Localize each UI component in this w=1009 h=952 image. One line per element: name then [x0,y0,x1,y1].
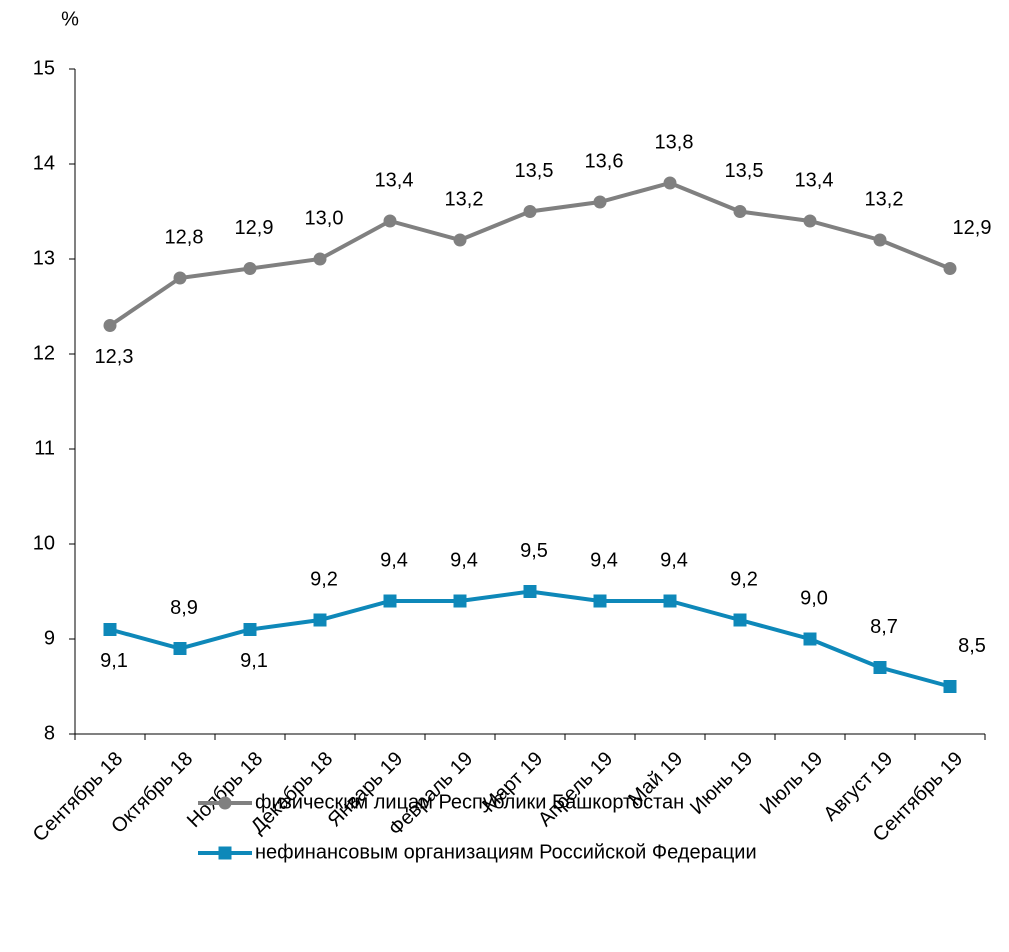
data-label: 9,2 [310,568,338,590]
marker [663,176,677,190]
x-tick-label: Июнь 19 [686,748,757,819]
marker [873,661,887,674]
data-label: 13,8 [655,131,694,153]
marker [663,594,677,608]
marker [943,680,957,693]
marker [803,214,817,228]
y-tick-label: 11 [34,437,55,459]
marker [383,594,397,608]
marker [873,233,887,247]
x-tick-label: Июль 19 [756,748,827,819]
y-tick-label: 12 [33,342,55,364]
marker [103,623,117,636]
data-label: 8,7 [870,616,898,638]
data-label: 13,4 [375,169,414,191]
marker [243,262,257,275]
x-tick-label: Сентябрь 18 [29,748,128,847]
data-label: 12,9 [235,217,274,239]
y-tick-label: 15 [33,57,55,79]
data-label: 12,3 [95,346,134,368]
marker [733,613,747,627]
y-axis-label: % [61,8,79,30]
marker [103,319,117,332]
marker [733,205,747,218]
data-label: 9,2 [730,568,758,590]
marker [943,262,957,275]
data-label: 9,5 [520,540,548,562]
data-label: 13,4 [795,169,834,191]
data-label: 8,5 [958,635,986,657]
data-label: 9,4 [590,549,618,571]
marker [593,195,607,209]
y-tick-label: 9 [44,627,55,649]
data-label: 13,2 [865,188,904,210]
data-label: 12,8 [165,226,204,248]
marker [803,632,817,646]
marker [173,271,187,285]
data-label: 13,0 [305,207,344,229]
legend-marker [218,846,232,860]
series-line [108,180,951,328]
legend-label: физическим лицам Республики Башкортостан [255,791,684,813]
marker [313,613,327,627]
data-label: 8,9 [170,597,198,619]
data-label: 13,6 [585,150,624,172]
marker [453,594,467,608]
marker [523,205,537,218]
data-label: 9,0 [800,587,828,609]
data-label: 9,4 [380,549,408,571]
marker [593,594,607,608]
data-label: 9,4 [450,549,478,571]
marker [313,252,327,266]
marker [523,585,537,598]
y-tick-label: 14 [33,152,55,174]
y-tick-label: 10 [33,532,55,554]
data-label: 9,4 [660,549,688,571]
marker [243,623,257,636]
data-label: 12,9 [953,217,992,239]
data-label: 9,1 [100,650,128,672]
marker [173,642,187,655]
data-label: 13,5 [515,160,554,182]
marker [383,214,397,228]
legend-marker [218,796,232,810]
data-label: 13,5 [725,160,764,182]
y-tick-label: 13 [33,247,55,269]
legend-label: нефинансовым организациям Российской Фед… [255,841,757,863]
data-label: 9,1 [240,650,268,672]
y-tick-label: 8 [44,722,55,744]
marker [453,233,467,247]
data-label: 13,2 [445,188,484,210]
x-tick-label: Апрель 19 [534,748,617,831]
